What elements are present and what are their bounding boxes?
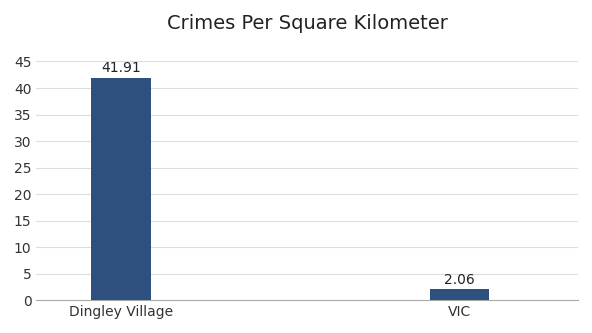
- Bar: [91, 78, 150, 300]
- Title: Crimes Per Square Kilometer: Crimes Per Square Kilometer: [167, 14, 448, 33]
- Text: 41.91: 41.91: [101, 61, 141, 75]
- Bar: [430, 289, 489, 300]
- Text: 2.06: 2.06: [444, 273, 475, 287]
